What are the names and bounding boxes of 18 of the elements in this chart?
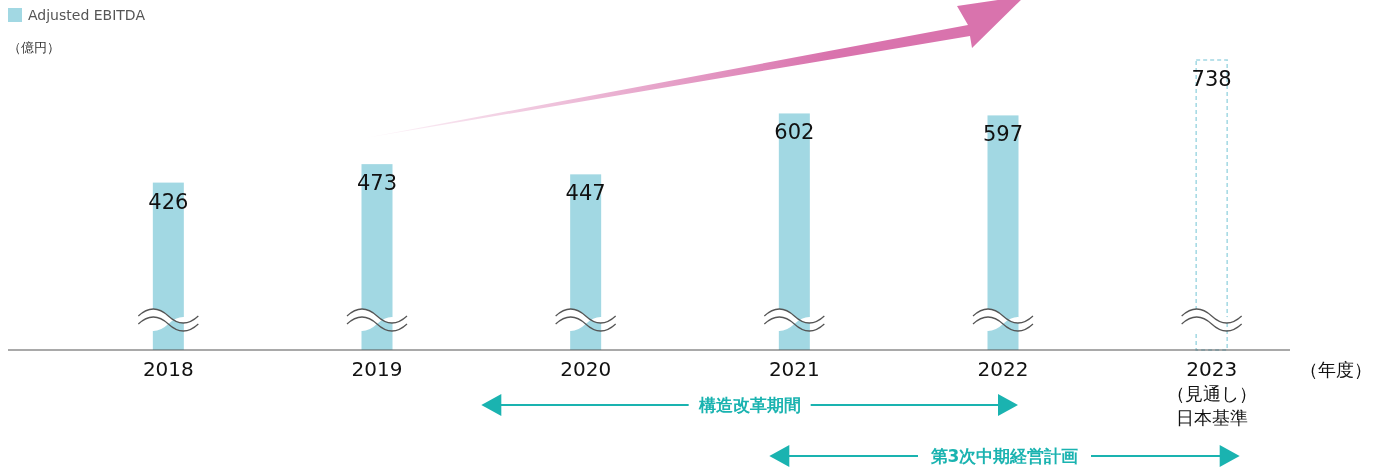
y-axis-title: （億円） [8,40,60,55]
x-tick-label: 2018 [142,357,194,381]
data-label: 738 [1191,67,1232,91]
x-tick-label: 2022 [977,357,1029,381]
x-tick-label: 2023 （見通し）日本基準 [1166,357,1257,428]
x-tick-label: 2020 [560,357,612,381]
bar [1195,59,1228,351]
x-tick-label: 2021 [768,357,820,381]
data-label: 447 [565,181,606,206]
data-label: 597 [982,122,1024,147]
text: 第3次中期経営計画 [929,446,1079,466]
data-label: 426 [148,189,189,214]
legend-label: Adjusted EBITDA [28,7,146,23]
x-axis-title: （年度） [1300,359,1372,380]
data-label: 602 [774,120,815,145]
text: 構造改革期間 [697,395,801,415]
x-tick-label: 2019 [351,357,403,381]
data-label: 473 [356,171,398,196]
